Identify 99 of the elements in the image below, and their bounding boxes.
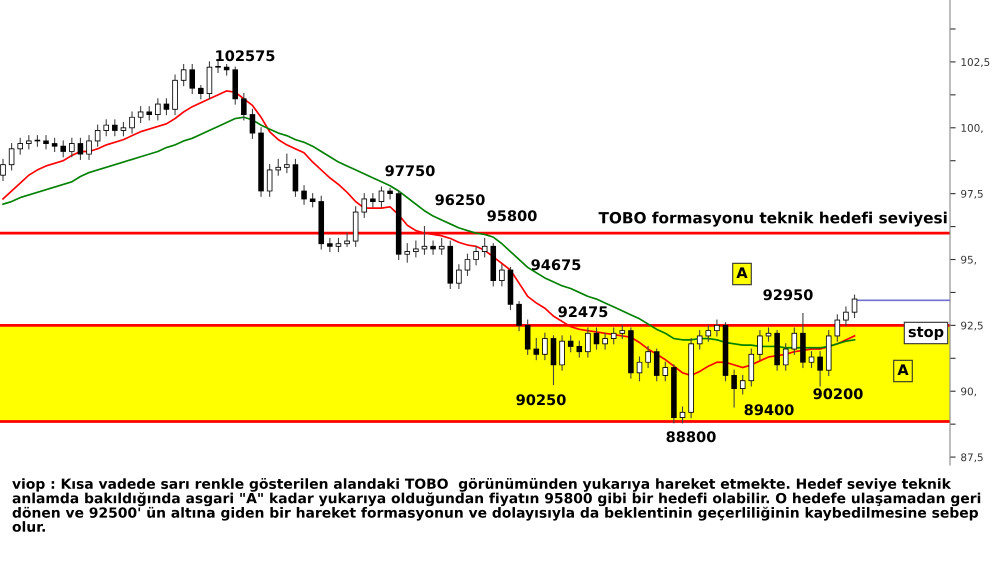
candlestick <box>146 106 152 120</box>
candlestick <box>164 98 170 116</box>
y-tick-label: 90, <box>961 387 976 396</box>
candlestick <box>559 335 565 371</box>
candlestick <box>413 240 419 258</box>
candlestick <box>155 98 161 120</box>
candlestick <box>94 124 100 147</box>
candlestick <box>78 138 84 160</box>
candlestick <box>654 348 660 382</box>
candlestick <box>740 374 746 394</box>
candlestick <box>534 338 540 360</box>
candlestick <box>610 327 616 344</box>
candlestick <box>310 193 316 208</box>
candlestick <box>189 64 196 94</box>
y-tick-label: 92,5 <box>961 322 983 331</box>
candlestick <box>473 246 479 266</box>
candlestick <box>714 320 720 336</box>
candlestick <box>430 240 436 255</box>
candlestick <box>129 111 135 134</box>
candlestick <box>404 243 410 263</box>
candlestick <box>284 154 290 174</box>
candlestick <box>645 346 651 368</box>
annotation: 88800 <box>666 431 716 442</box>
y-tick-label: 87,5 <box>961 453 983 462</box>
candlestick <box>387 188 393 200</box>
annotation: 92950 <box>763 289 813 300</box>
candlestick <box>680 406 686 424</box>
candlestick <box>817 351 823 387</box>
candlestick <box>696 330 702 350</box>
y-tick-label: 97,5 <box>961 190 983 199</box>
candlestick <box>568 335 574 352</box>
y-tick-label: 102,5 <box>962 58 990 68</box>
candlestick <box>112 119 118 136</box>
candlestick <box>576 340 582 358</box>
candlestick <box>120 122 126 136</box>
candlestick <box>138 106 144 124</box>
candlestick <box>86 135 92 160</box>
candlestick <box>422 226 428 255</box>
candlestick <box>34 135 40 147</box>
candlestick <box>52 138 58 152</box>
candlestick <box>378 186 384 208</box>
candlestick <box>706 324 712 342</box>
candlestick <box>370 193 376 208</box>
candlestick <box>275 158 282 176</box>
annotation: 96250 <box>435 194 485 206</box>
candlestick <box>301 185 307 205</box>
candlestick <box>602 332 608 350</box>
annotation: stop <box>908 326 944 340</box>
candlestick <box>438 238 444 255</box>
annotation: 94675 <box>531 259 580 270</box>
candlestick <box>266 164 272 197</box>
candlestick <box>636 356 642 382</box>
candlestick <box>542 332 548 360</box>
annotation: A <box>736 267 748 278</box>
candlestick <box>26 135 32 150</box>
candlestick <box>361 193 368 218</box>
y-tick-label: 95, <box>961 256 976 265</box>
candlestick <box>731 370 737 408</box>
candlestick <box>782 343 789 371</box>
candlestick <box>456 264 462 290</box>
candlestick <box>499 264 505 286</box>
annotation: 97750 <box>385 165 435 176</box>
candlestick <box>585 327 591 358</box>
candlestick <box>250 108 256 139</box>
annotation: 95800 <box>487 210 537 222</box>
candlestick <box>834 314 840 342</box>
annotation: 102575 <box>216 50 274 62</box>
candlestick <box>516 301 522 332</box>
text: viop : Kısa vadede sarı renkle gösterilen alandaki TOBO görünümünden yukarıya hareket etmekte. Hedef seviye teknik anlamda bakıldığında asgari "A" kadar yukarıya olduğundan fiyatın 95800 gibi bir hedefi olabilir. O hedefe ulaşamadan geri dönen ve 92500' ün altına giden bir hareket formasyonun ve dolayısıyla da beklentinin geçerliliğinin kaybedilmesine sebep olur. <box>12 478 980 532</box>
candlestick <box>69 138 75 158</box>
annotation: 90250 <box>516 394 566 406</box>
candlestick <box>103 119 110 136</box>
candlestick <box>843 306 849 326</box>
candlestick <box>792 327 798 355</box>
candlestick <box>241 92 247 120</box>
candlestick <box>60 140 66 158</box>
candlestick <box>344 232 350 247</box>
candlestick <box>198 85 204 100</box>
annotation: 92475 <box>558 306 608 318</box>
candlestick <box>464 254 470 276</box>
ref-line-label: TOBO formasyonu teknik hedefi seviyesi <box>598 212 947 227</box>
candlestick <box>757 330 763 360</box>
candlestick <box>180 64 186 86</box>
y-tick-label: 100, <box>962 124 983 133</box>
candlestick <box>17 138 23 155</box>
candlestick <box>852 294 858 318</box>
candlestick <box>43 135 49 150</box>
candlestick <box>594 327 600 350</box>
candlestick <box>524 320 530 355</box>
candlestick <box>0 158 6 182</box>
annotation: 90200 <box>813 388 863 400</box>
annotation: A <box>897 364 909 376</box>
candlestick <box>482 238 488 258</box>
candlestick <box>8 143 14 170</box>
candlestick <box>766 327 772 342</box>
candlestick <box>620 324 626 340</box>
candlestick <box>662 362 668 382</box>
candlestick <box>808 351 814 368</box>
annotation: 89400 <box>744 404 794 416</box>
